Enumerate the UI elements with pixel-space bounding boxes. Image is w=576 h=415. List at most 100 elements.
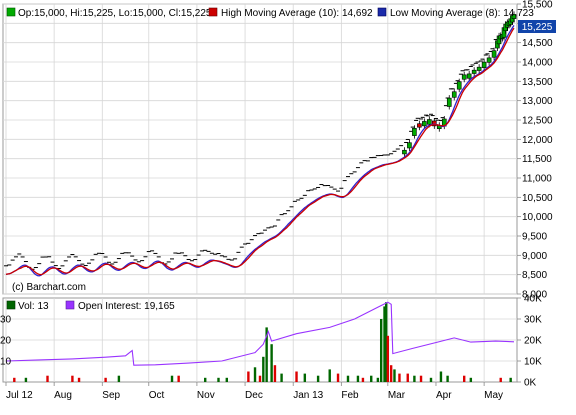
month-label: May [484, 390, 503, 401]
price-bar [491, 50, 497, 58]
volume-tick-label: 10K [524, 357, 542, 368]
volume-bar [346, 375, 350, 382]
vol-legend-swatch [6, 300, 16, 310]
month-label: Apr [436, 390, 452, 401]
volume-bar [398, 373, 401, 382]
volume-bar [247, 371, 250, 382]
price-tick-label: 10,000 [522, 212, 553, 223]
time-axis: Jul 12 Aug Sep Oct Nov Dec Jan 13 Feb Mar Apr May [5, 382, 503, 401]
price-tick-label: 13,000 [522, 96, 553, 107]
month-label: Oct [149, 390, 165, 401]
volume-bar [393, 369, 396, 382]
volume-bar [170, 375, 174, 382]
volume-bar [258, 375, 262, 382]
volume-bar [46, 375, 49, 382]
volume-bar [217, 377, 220, 382]
price-tick-label: 12,500 [522, 116, 553, 127]
volume-left-tick-label: 10 [0, 357, 12, 368]
volume-bars [13, 302, 512, 382]
last-price-marker [518, 20, 556, 33]
price-tick-label: 14,500 [522, 38, 553, 49]
month-label: Jan 13 [293, 390, 323, 401]
volume-tick-label: 20K [524, 336, 542, 347]
volume-bar [356, 375, 360, 382]
volume-bar [204, 377, 207, 382]
volume-grid [3, 298, 517, 382]
oi-legend-swatch [65, 300, 75, 310]
price-bar [422, 121, 427, 127]
ohlc-legend-swatch [6, 7, 16, 17]
volume-bar [328, 369, 331, 382]
volume-bar [77, 377, 81, 382]
volume-left-tick-label: 20 [0, 336, 12, 347]
volume-bar [265, 327, 268, 382]
volume-bar [413, 375, 416, 382]
volume-bar [509, 377, 512, 382]
watermark: (c) Barchart.com [12, 282, 86, 293]
volume-bar [406, 373, 409, 382]
price-tick-label: 9,000 [522, 251, 547, 262]
volume-bar [446, 375, 449, 382]
volume-bar [389, 365, 393, 382]
volume-bar [336, 373, 340, 382]
vol-legend-text: Vol: 13 [18, 301, 49, 312]
volume-bar [379, 319, 383, 382]
volume-bar [225, 377, 228, 382]
volume-bar [370, 375, 373, 382]
price-bars [4, 11, 517, 270]
price-panel [2, 3, 518, 295]
price-tick-label: 12,000 [522, 135, 553, 146]
low-ma-legend-swatch [377, 7, 387, 17]
volume-tick-label: 0K [524, 378, 537, 389]
price-bar [427, 119, 432, 125]
month-label: Sep [102, 390, 120, 401]
volume-left-tick-label: 30 [0, 315, 12, 326]
price-bar [417, 123, 422, 128]
volume-bar [462, 375, 466, 382]
price-bar [461, 74, 467, 80]
price-bar [511, 14, 517, 19]
price-bar [476, 66, 482, 71]
volume-bar [13, 377, 16, 382]
high-ma-legend-text: High Moving Average (10): 14,692 [221, 8, 373, 19]
price-tick-label: 11,000 [522, 174, 552, 185]
volume-bar [24, 377, 28, 382]
moving-average-lines [5, 25, 515, 277]
price-tick-label: 14,000 [522, 58, 553, 69]
price-legend: Op:15,000, Hi:15,225, Lo:15,000, Cl:15,2… [6, 7, 534, 19]
month-label: Nov [197, 390, 215, 401]
month-label: Dec [245, 390, 263, 401]
volume-bar [303, 373, 307, 382]
volume-bar [280, 373, 283, 382]
volume-bar [419, 375, 423, 382]
volume-bar [429, 377, 433, 382]
price-tick-label: 11,500 [522, 154, 552, 165]
volume-tick-label: 40K [524, 294, 542, 305]
volume-bar [439, 371, 443, 382]
volume-bar [270, 344, 273, 382]
month-label: Mar [388, 390, 406, 401]
volume-bar [499, 377, 502, 382]
price-bar [481, 61, 487, 68]
volume-axis: 0K 10K 20K 30K 40K [517, 294, 542, 389]
volume-bar [273, 365, 277, 382]
volume-bar [361, 377, 365, 382]
high-moving-average-line [5, 27, 515, 276]
price-bar [466, 73, 472, 79]
open-interest-series-line [5, 301, 515, 366]
price-tick-label: 13,500 [522, 77, 553, 88]
high-ma-legend-swatch [208, 7, 218, 17]
volume-bar [117, 375, 121, 382]
volume-bar [262, 356, 265, 382]
volume-left-axis: 30 20 10 [0, 315, 12, 368]
month-label: Jul 12 [6, 390, 33, 401]
price-bar [486, 57, 492, 63]
price-tick-label: 15,500 [522, 0, 553, 11]
price-bar [451, 91, 457, 98]
price-bar [402, 149, 407, 155]
volume-bar [177, 375, 180, 382]
price-bar [407, 142, 412, 149]
price-grid [3, 3, 517, 295]
open-interest-line [5, 301, 515, 366]
price-bar [446, 97, 452, 107]
